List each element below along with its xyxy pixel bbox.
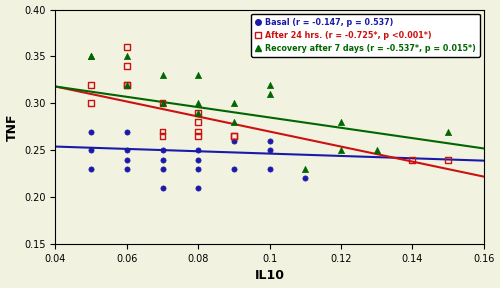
Point: [230, 139, 238, 143]
Point: [337, 120, 345, 124]
Point: [123, 82, 131, 87]
Point: [302, 176, 310, 181]
Point: [266, 148, 274, 153]
Point: [87, 54, 95, 59]
Point: [194, 101, 202, 106]
Point: [194, 111, 202, 115]
Point: [87, 167, 95, 171]
Point: [123, 45, 131, 50]
Point: [123, 129, 131, 134]
Point: [87, 101, 95, 106]
Point: [123, 54, 131, 59]
Point: [158, 185, 166, 190]
Point: [266, 92, 274, 96]
Point: [302, 167, 310, 171]
Point: [194, 120, 202, 124]
Point: [158, 101, 166, 106]
Point: [123, 64, 131, 68]
Point: [123, 82, 131, 87]
Point: [194, 185, 202, 190]
Point: [194, 111, 202, 115]
Point: [158, 73, 166, 77]
Point: [158, 129, 166, 134]
Point: [158, 158, 166, 162]
Legend: Basal (r = -0.147, p = 0.537), After 24 hrs. (r = -0.725*, p <0.001*), Recovery : Basal (r = -0.147, p = 0.537), After 24 …: [251, 14, 480, 57]
Point: [123, 158, 131, 162]
Point: [194, 129, 202, 134]
Point: [194, 134, 202, 139]
Point: [158, 134, 166, 139]
Point: [266, 167, 274, 171]
X-axis label: IL10: IL10: [254, 270, 284, 283]
Point: [194, 167, 202, 171]
Point: [123, 167, 131, 171]
Point: [230, 134, 238, 139]
Point: [87, 129, 95, 134]
Point: [444, 158, 452, 162]
Point: [408, 158, 416, 162]
Point: [87, 148, 95, 153]
Point: [123, 82, 131, 87]
Point: [194, 73, 202, 77]
Point: [87, 54, 95, 59]
Point: [123, 148, 131, 153]
Point: [87, 82, 95, 87]
Point: [158, 167, 166, 171]
Point: [266, 82, 274, 87]
Point: [158, 101, 166, 106]
Point: [444, 129, 452, 134]
Y-axis label: TNF: TNF: [6, 113, 18, 141]
Point: [194, 158, 202, 162]
Point: [266, 139, 274, 143]
Point: [337, 148, 345, 153]
Point: [194, 148, 202, 153]
Point: [158, 148, 166, 153]
Point: [230, 134, 238, 139]
Point: [230, 101, 238, 106]
Point: [230, 167, 238, 171]
Point: [230, 120, 238, 124]
Point: [372, 148, 380, 153]
